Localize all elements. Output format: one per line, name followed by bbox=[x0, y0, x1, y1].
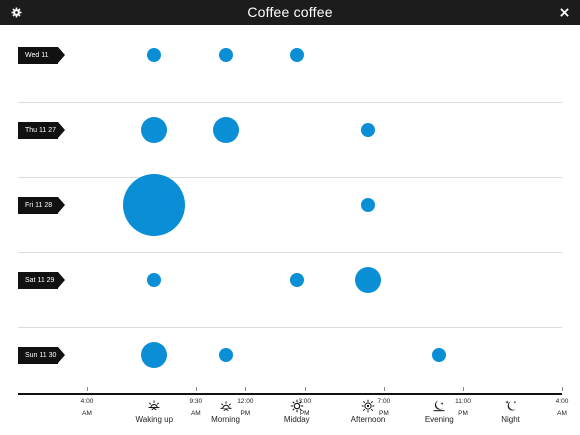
period-label: Waking up bbox=[135, 415, 174, 424]
row-divider bbox=[18, 252, 562, 253]
axis-tick bbox=[195, 387, 197, 391]
day-label[interactable]: Thu 11 27 bbox=[18, 121, 65, 139]
axis-tick bbox=[245, 387, 247, 391]
app-title: Coffee coffee bbox=[247, 4, 333, 20]
sun-bright-icon bbox=[361, 399, 375, 413]
period-marker: Waking up bbox=[129, 399, 179, 424]
period-label: Night bbox=[501, 415, 520, 424]
tick-ampm-label: PM bbox=[299, 410, 310, 417]
coffee-bubble[interactable] bbox=[141, 342, 168, 368]
moon-stars-icon bbox=[505, 400, 516, 411]
period-marker: Afternoon bbox=[343, 399, 393, 424]
sun-rising-icon bbox=[220, 401, 231, 412]
coffee-bubble[interactable] bbox=[289, 273, 304, 287]
period-marker: Evening bbox=[414, 399, 464, 424]
coffee-bubble[interactable] bbox=[432, 348, 447, 362]
period-label: Midday bbox=[283, 415, 310, 424]
time-axis bbox=[18, 393, 562, 395]
axis-tick bbox=[463, 387, 465, 391]
tick-time-label: 4:00 bbox=[80, 398, 94, 405]
period-marker: Morning bbox=[201, 399, 251, 424]
period-label: Afternoon bbox=[350, 415, 386, 424]
coffee-bubble[interactable] bbox=[141, 117, 168, 143]
tick-time-label: 3:00 bbox=[298, 398, 312, 405]
coffee-bubble[interactable] bbox=[218, 348, 233, 362]
day-label[interactable]: Fri 11 28 bbox=[18, 196, 65, 214]
close-icon bbox=[559, 8, 569, 17]
close-button[interactable] bbox=[550, 0, 578, 25]
period-label: Evening bbox=[424, 415, 454, 424]
axis-tick bbox=[304, 387, 306, 391]
day-label[interactable]: Sat 11 29 bbox=[18, 271, 65, 289]
axis-tick bbox=[87, 387, 88, 391]
coffee-bubble[interactable] bbox=[361, 123, 376, 137]
day-label[interactable]: Sun 11 30 bbox=[18, 346, 65, 364]
coffee-bubble[interactable] bbox=[289, 48, 304, 62]
period-label: Morning bbox=[211, 415, 240, 424]
settings-button[interactable] bbox=[2, 0, 30, 25]
row-divider bbox=[18, 327, 562, 328]
coffee-bubble[interactable] bbox=[218, 48, 233, 62]
axis-tick bbox=[383, 387, 385, 391]
tick-ampm-label: PM bbox=[458, 410, 468, 417]
coffee-timeline: Wed 11 26 Thu 11 27 Fri 11 28 Sat 11 29 Sun … bbox=[0, 25, 580, 435]
tick-ampm-label: PM bbox=[379, 410, 389, 417]
tick-time-label: 11:00 bbox=[455, 398, 471, 405]
row-divider bbox=[18, 177, 562, 178]
tick-time-label: 9:30 bbox=[189, 398, 203, 405]
tick-ampm-label: PM bbox=[240, 410, 251, 417]
tick-time-label: 4:00 bbox=[555, 398, 569, 405]
title-bar: Coffee coffee bbox=[0, 0, 580, 25]
sunrise-icon bbox=[148, 400, 160, 411]
axis-tick bbox=[562, 387, 563, 391]
day-label[interactable]: Wed 11 26 bbox=[18, 46, 65, 76]
coffee-bubble[interactable] bbox=[212, 117, 239, 143]
moonrise-icon bbox=[433, 400, 445, 412]
gear-icon bbox=[11, 7, 21, 18]
coffee-bubble[interactable] bbox=[147, 273, 162, 287]
tick-ampm-label: AM bbox=[82, 410, 92, 417]
coffee-bubble[interactable] bbox=[123, 174, 186, 236]
coffee-bubble[interactable] bbox=[147, 48, 162, 62]
sun-icon bbox=[290, 399, 304, 413]
tick-time-label: 12:00 bbox=[237, 398, 254, 405]
period-marker: Night bbox=[486, 399, 536, 424]
tick-time-label: 7:00 bbox=[377, 398, 391, 405]
tick-ampm-label: AM bbox=[190, 410, 201, 417]
tick-ampm-label: AM bbox=[557, 410, 567, 417]
period-marker: Midday bbox=[272, 399, 322, 424]
coffee-bubble[interactable] bbox=[355, 267, 382, 293]
row-divider bbox=[18, 102, 562, 103]
coffee-bubble[interactable] bbox=[361, 198, 376, 212]
